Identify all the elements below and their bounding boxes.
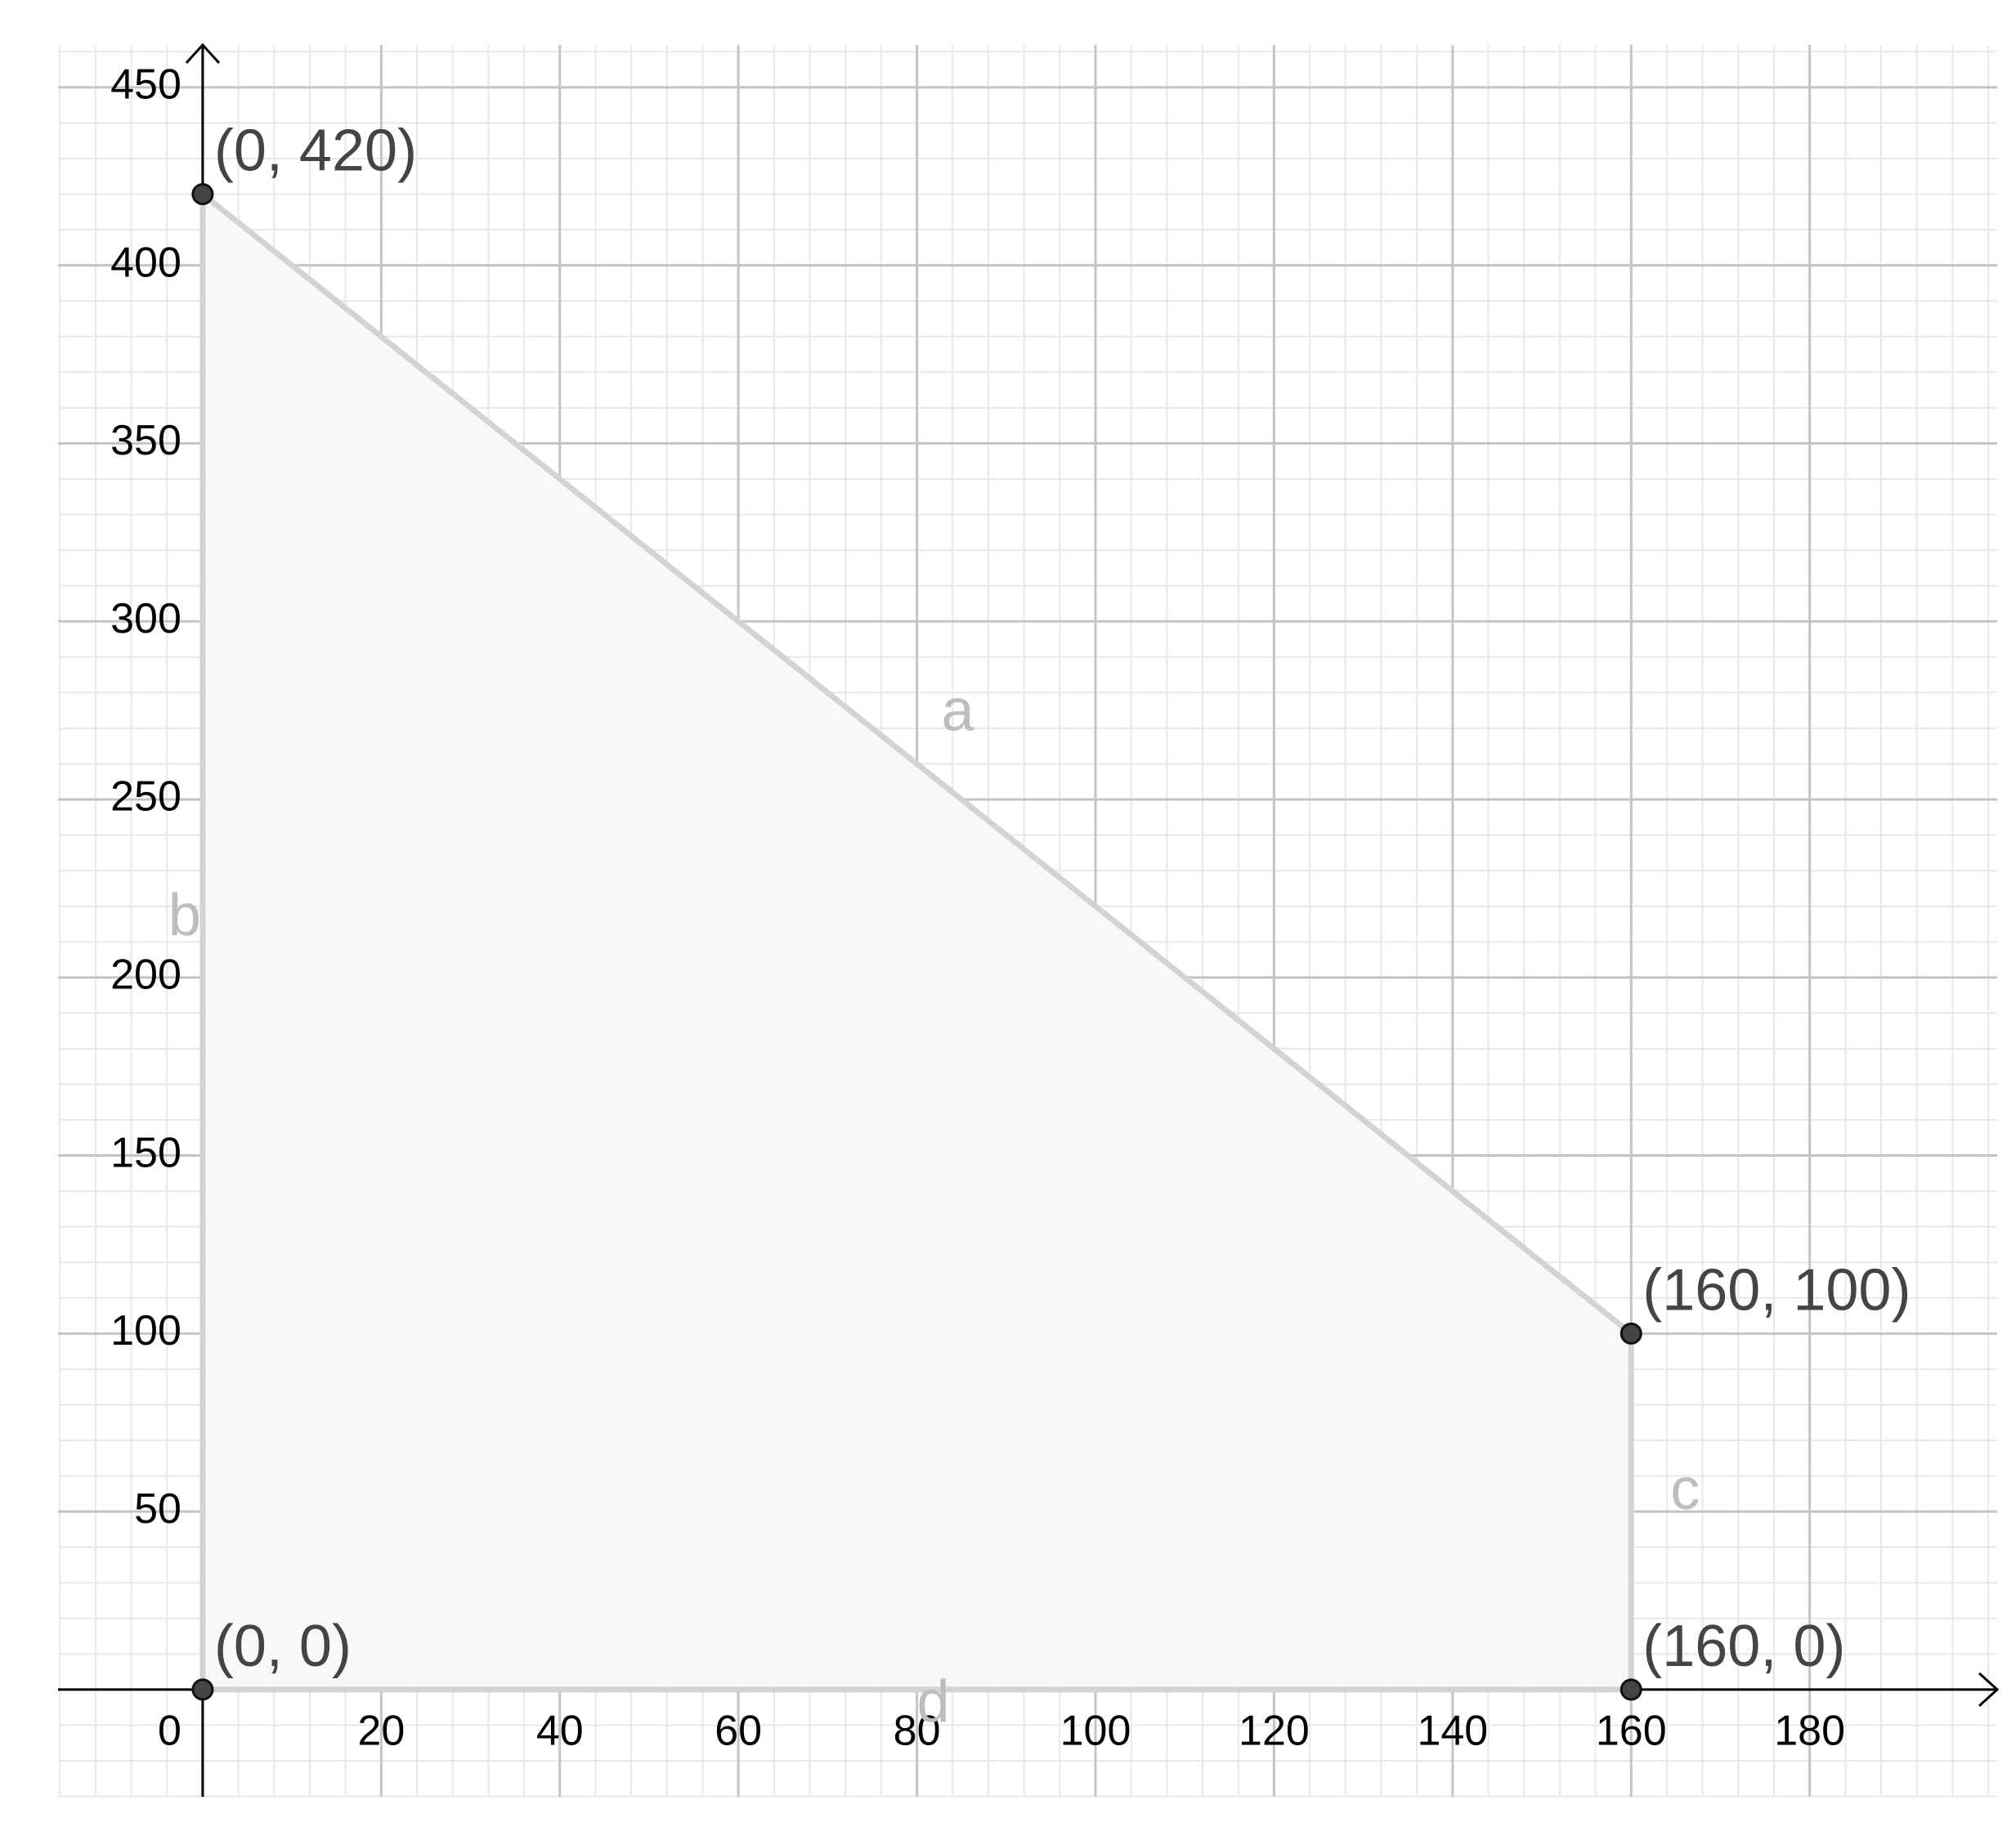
x-tick-label: 60 bbox=[715, 1708, 762, 1755]
segment-label: a bbox=[942, 678, 975, 743]
x-tick-label: 40 bbox=[536, 1708, 584, 1755]
y-axis-arrow bbox=[185, 43, 221, 65]
y-tick-label: 350 bbox=[110, 417, 181, 464]
segment-label: c bbox=[1670, 1457, 1700, 1522]
segment-label: d bbox=[917, 1669, 950, 1735]
segment-label: b bbox=[168, 883, 201, 948]
y-tick-label: 50 bbox=[134, 1485, 181, 1533]
y-tick-label: 400 bbox=[110, 239, 181, 286]
y-tick-label: 200 bbox=[110, 951, 181, 998]
x-tick-label: 80 bbox=[894, 1708, 941, 1755]
x-tick-label: 120 bbox=[1239, 1708, 1310, 1755]
y-tick-label: 300 bbox=[110, 595, 181, 643]
y-tick-label: 250 bbox=[110, 773, 181, 821]
point-label: (0, 420) bbox=[214, 119, 417, 184]
x-axis-arrow bbox=[1978, 1672, 2000, 1707]
x-tick-label: 160 bbox=[1596, 1708, 1667, 1755]
x-tick-label: 0 bbox=[158, 1708, 181, 1755]
vertex-point bbox=[1620, 1678, 1642, 1701]
vertex-point bbox=[1620, 1322, 1642, 1345]
point-label: (160, 0) bbox=[1642, 1614, 1845, 1679]
x-tick-label: 100 bbox=[1060, 1708, 1131, 1755]
vertex-point bbox=[191, 183, 214, 206]
point-label: (0, 0) bbox=[214, 1614, 352, 1679]
x-tick-label: 140 bbox=[1417, 1708, 1488, 1755]
y-tick-label: 450 bbox=[110, 61, 181, 109]
x-tick-label: 20 bbox=[357, 1708, 405, 1755]
y-tick-label: 150 bbox=[110, 1129, 181, 1176]
point-label: (160, 100) bbox=[1642, 1257, 1911, 1323]
y-tick-label: 100 bbox=[110, 1307, 181, 1355]
x-tick-label: 180 bbox=[1774, 1708, 1845, 1755]
vertex-point bbox=[191, 1678, 214, 1701]
